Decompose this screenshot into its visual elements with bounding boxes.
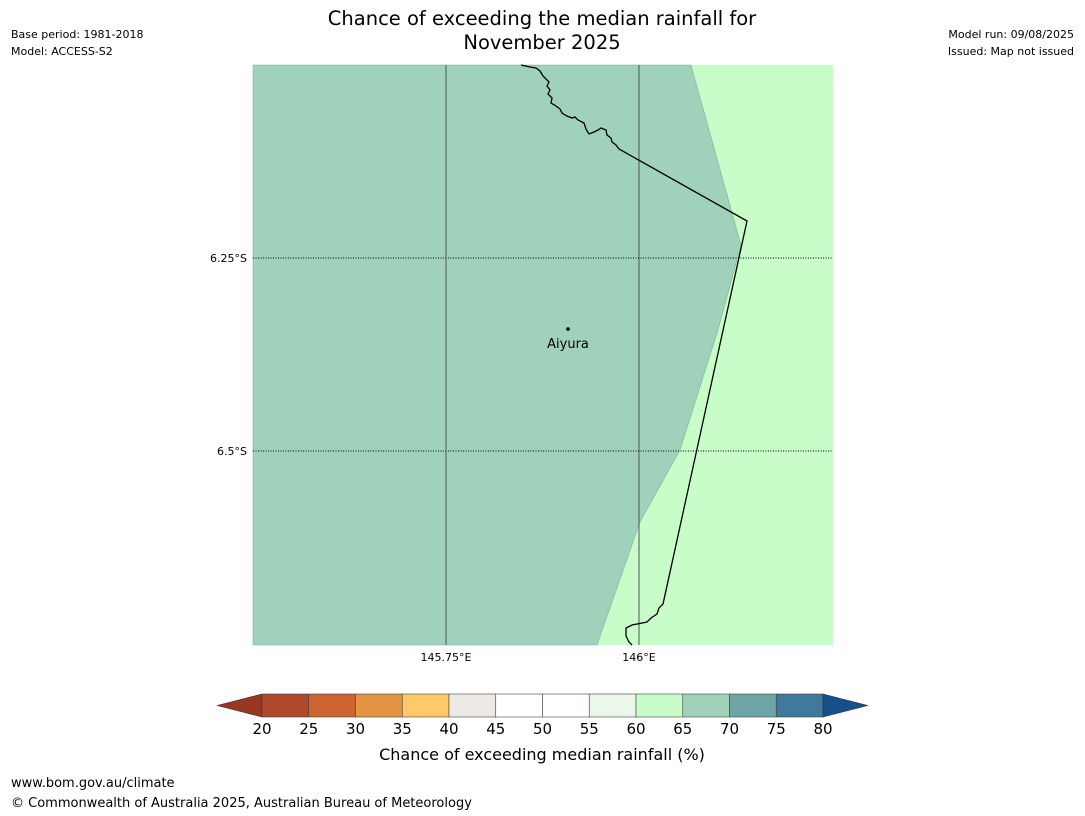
map-title: Chance of exceeding the median rainfall … <box>242 7 842 55</box>
colorbar-segments <box>261 693 824 718</box>
colorbar: 20 25 30 35 40 45 50 55 60 65 70 75 80 <box>216 693 869 738</box>
aiyura-label: Aiyura <box>547 337 589 352</box>
website-text[interactable]: www.bom.gov.au/climate <box>11 776 175 791</box>
colorbar-tick-label: 60 <box>626 720 645 738</box>
colorbar-label: Chance of exceeding median rainfall (%) <box>379 745 705 764</box>
colorbar-over-arrow <box>822 693 869 718</box>
lat-label-6-25: 6.25°S <box>210 252 247 265</box>
colorbar-tick-label: 45 <box>486 720 505 738</box>
colorbar-tick-label: 20 <box>252 720 271 738</box>
model-run-text: Model run: 09/08/2025 <box>948 28 1074 41</box>
colorbar-tick-label: 70 <box>720 720 739 738</box>
lon-label-145-75: 145.75°E <box>421 651 472 664</box>
colorbar-segment <box>682 693 730 718</box>
colorbar-tick-label: 40 <box>439 720 458 738</box>
colorbar-segment <box>308 693 356 718</box>
colorbar-tick-label: 55 <box>580 720 599 738</box>
colorbar-tick-label: 50 <box>533 720 552 738</box>
colorbar-tick-label: 25 <box>299 720 318 738</box>
colorbar-segment <box>355 693 403 718</box>
title-line-1: Chance of exceeding the median rainfall … <box>327 7 757 30</box>
meta-right: Model run: 09/08/2025 Issued: Map not is… <box>948 26 1074 60</box>
aiyura-marker[interactable] <box>566 327 570 331</box>
colorbar-tick-label: 80 <box>813 720 832 738</box>
colorbar-under-arrow <box>216 693 263 718</box>
colorbar-segment <box>775 693 824 718</box>
colorbar-segment <box>401 693 450 718</box>
colorbar-tick-label: 65 <box>673 720 692 738</box>
colorbar-segment <box>635 693 684 718</box>
colorbar-segment <box>495 693 543 718</box>
map-panel[interactable]: Aiyura <box>252 64 833 646</box>
forecast-region-65-70 <box>252 64 742 646</box>
copyright-text: © Commonwealth of Australia 2025, Austra… <box>11 796 472 811</box>
colorbar-segment <box>729 693 777 718</box>
lon-label-146: 146°E <box>622 651 655 664</box>
colorbar-segment <box>588 693 637 718</box>
title-line-2: November 2025 <box>463 31 621 54</box>
province-boundary <box>520 64 748 646</box>
colorbar-ticks: 20 25 30 35 40 45 50 55 60 65 70 75 80 <box>252 720 832 738</box>
base-period-text: Base period: 1981-2018 <box>11 28 144 41</box>
meta-left: Base period: 1981-2018 Model: ACCESS-S2 <box>11 26 143 60</box>
model-text: Model: ACCESS-S2 <box>11 45 113 58</box>
issued-text: Issued: Map not issued <box>947 45 1074 58</box>
colorbar-segment <box>261 693 310 718</box>
colorbar-segment <box>542 693 590 718</box>
footer: www.bom.gov.au/climate © Commonwealth of… <box>11 774 472 814</box>
colorbar-segment <box>448 693 497 718</box>
colorbar-tick-label: 30 <box>346 720 365 738</box>
colorbar-tick-label: 75 <box>767 720 786 738</box>
colorbar-tick-label: 35 <box>393 720 412 738</box>
lat-label-6-5: 6.5°S <box>217 445 247 458</box>
